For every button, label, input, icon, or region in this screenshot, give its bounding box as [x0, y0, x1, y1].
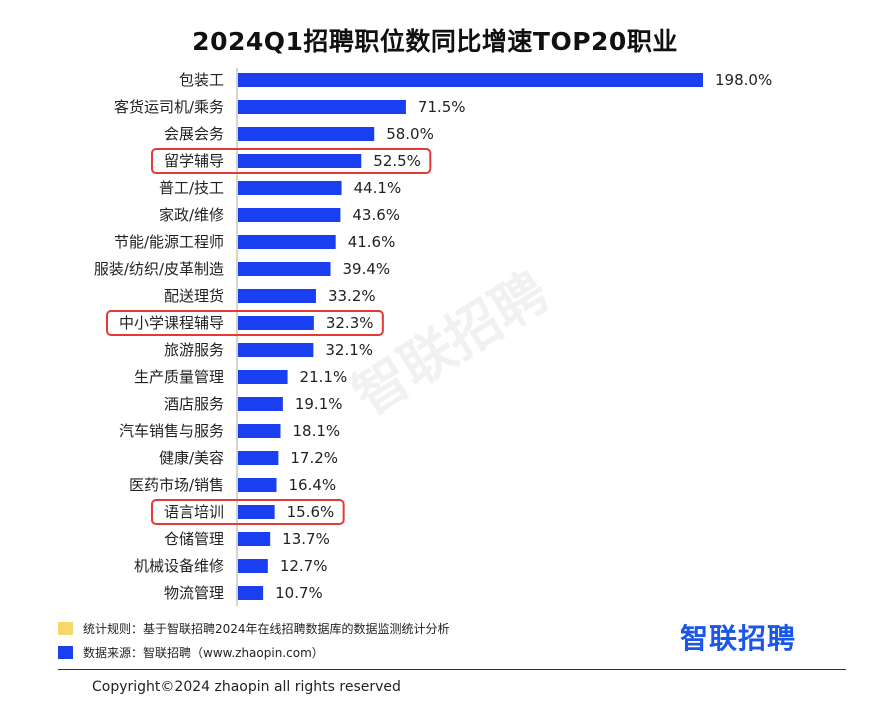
category-label-1: 客货运司机/乘务: [114, 98, 224, 116]
value-label-16: 15.6%: [287, 503, 335, 521]
category-label-10: 旅游服务: [164, 341, 224, 359]
value-label-18: 12.7%: [280, 557, 328, 575]
value-label-19: 10.7%: [275, 584, 323, 602]
value-label-14: 17.2%: [290, 449, 338, 467]
note-rule-swatch: [58, 622, 73, 635]
bar-18: [238, 559, 268, 573]
value-label-11: 21.1%: [300, 368, 348, 386]
bar-4: [238, 181, 342, 195]
bar-8: [238, 289, 316, 303]
bar-13: [238, 424, 281, 438]
note-rule: 统计规则：基于智联招聘2024年在线招聘数据库的数据监测统计分析: [58, 620, 450, 637]
bar-15: [238, 478, 277, 492]
note-source: 数据来源：智联招聘（www.zhaopin.com）: [58, 644, 324, 661]
bar-12: [238, 397, 283, 411]
chart-title: 2024Q1招聘职位数同比增速TOP20职业: [192, 27, 678, 56]
zhaopin-logo: 智联招聘: [680, 622, 797, 655]
category-label-9: 中小学课程辅导: [119, 314, 224, 332]
highlight-box-3: [151, 148, 432, 174]
value-label-6: 41.6%: [348, 233, 396, 251]
value-label-1: 71.5%: [418, 98, 466, 116]
note-source-swatch: [58, 646, 73, 659]
bar-14: [238, 451, 279, 465]
category-label-4: 普工/技工: [159, 179, 224, 197]
bar-3: [238, 154, 362, 168]
value-label-7: 39.4%: [343, 260, 391, 278]
value-label-5: 43.6%: [352, 206, 400, 224]
bar-9: [238, 316, 314, 330]
highlight-box-16: [151, 499, 345, 525]
value-label-17: 13.7%: [282, 530, 330, 548]
bar-19: [238, 586, 264, 600]
divider: [58, 669, 846, 670]
value-label-13: 18.1%: [293, 422, 341, 440]
bar-1: [238, 100, 406, 114]
category-label-8: 配送理货: [164, 287, 224, 305]
bar-16: [238, 505, 275, 519]
category-label-14: 健康/美容: [159, 449, 224, 467]
category-label-16: 语言培训: [164, 503, 224, 521]
category-label-12: 酒店服务: [164, 395, 224, 413]
bar-0: [238, 73, 703, 87]
category-label-3: 留学辅导: [164, 152, 224, 170]
note-source-text: 数据来源：智联招聘（www.zhaopin.com）: [83, 646, 324, 660]
value-label-4: 44.1%: [354, 179, 402, 197]
bar-chart: 包装工 198.0% 客货运司机/乘务 71.5% 会展会务 58.0% 留学辅导 52.5%…: [94, 68, 772, 606]
bar-6: [238, 235, 336, 249]
category-label-15: 医药市场/销售: [129, 476, 224, 494]
value-label-9: 32.3%: [326, 314, 374, 332]
category-label-2: 会展会务: [164, 125, 224, 143]
category-label-13: 汽车销售与服务: [119, 422, 224, 440]
category-label-0: 包装工: [179, 71, 224, 89]
bar-7: [238, 262, 331, 276]
bar-2: [238, 127, 375, 141]
category-label-5: 家政/维修: [159, 206, 224, 224]
copyright-text: Copyright©2024 zhaopin all rights reserv…: [92, 679, 401, 695]
value-label-15: 16.4%: [289, 476, 337, 494]
value-label-12: 19.1%: [295, 395, 343, 413]
bar-11: [238, 370, 288, 384]
bar-5: [238, 208, 341, 222]
value-label-2: 58.0%: [386, 125, 434, 143]
category-label-11: 生产质量管理: [134, 368, 224, 386]
note-rule-text: 统计规则：基于智联招聘2024年在线招聘数据库的数据监测统计分析: [83, 622, 450, 636]
category-label-17: 仓储管理: [164, 530, 224, 548]
value-label-3: 52.5%: [373, 152, 421, 170]
value-label-8: 33.2%: [328, 287, 376, 305]
bar-17: [238, 532, 271, 546]
category-label-19: 物流管理: [164, 584, 224, 602]
category-label-6: 节能/能源工程师: [114, 233, 224, 251]
value-label-0: 198.0%: [715, 71, 772, 89]
value-label-10: 32.1%: [325, 341, 373, 359]
category-label-18: 机械设备维修: [134, 557, 224, 575]
bar-10: [238, 343, 314, 357]
highlight-box-9: [106, 310, 384, 336]
category-label-7: 服装/纺织/皮革制造: [94, 260, 224, 278]
